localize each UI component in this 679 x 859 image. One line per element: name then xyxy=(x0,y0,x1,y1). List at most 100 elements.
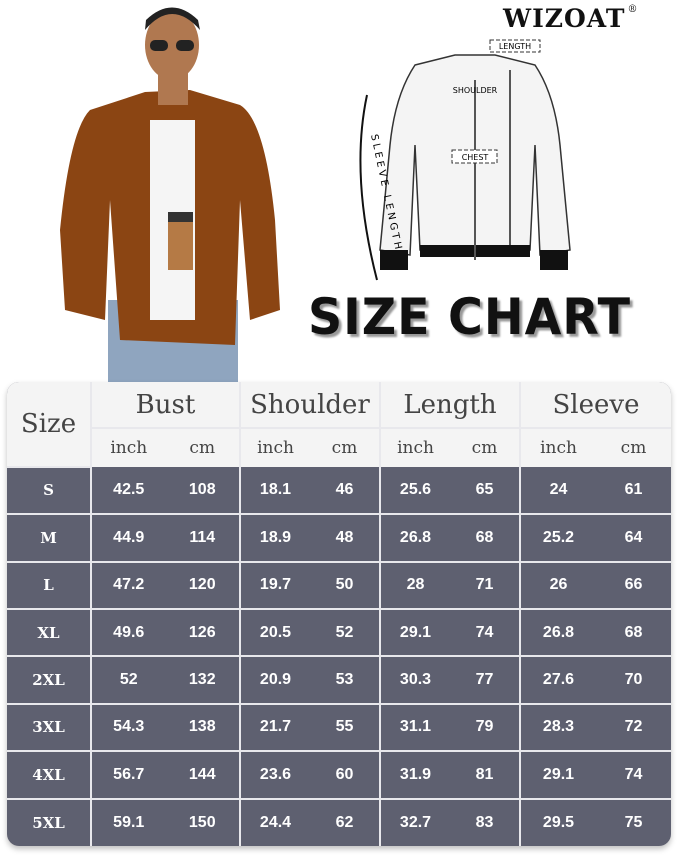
cm-value: 138 xyxy=(188,718,216,736)
measure-cell: 18.9 48 xyxy=(239,513,381,563)
cm-value: 65 xyxy=(475,480,494,498)
measure-cell: 32.7 83 xyxy=(379,797,521,846)
measure-cell: 49.6 126 xyxy=(90,607,241,658)
inch-value: 24 xyxy=(549,480,568,498)
inch-value: 26.8 xyxy=(399,528,432,546)
cm-value: 114 xyxy=(189,528,216,546)
inch-value: 31.9 xyxy=(399,765,432,783)
inch-value: 27.6 xyxy=(542,671,575,689)
table-row: 3XL 54.3 138 21.7 55 31.1 79 28.3 72 xyxy=(7,702,671,753)
measure-cell: 59.1 150 xyxy=(90,797,241,846)
unit-header: inch cm xyxy=(379,427,521,467)
inch-value: 25.2 xyxy=(542,528,575,546)
inch-value: 18.9 xyxy=(259,528,292,546)
cm-value: 53 xyxy=(335,671,354,689)
table-row: M 44.9 114 18.9 48 26.8 68 25.2 64 xyxy=(7,513,671,563)
cm-value: 71 xyxy=(475,576,494,594)
inch-value: 29.5 xyxy=(542,813,575,831)
measure-cell: 26.8 68 xyxy=(379,513,521,563)
unit-cm: cm xyxy=(331,438,358,459)
inch-value: 29.1 xyxy=(399,623,432,641)
measure-cell: 44.9 114 xyxy=(90,513,241,563)
cm-value: 68 xyxy=(475,528,494,546)
measure-cell: 56.7 144 xyxy=(90,750,241,800)
unit-header: inch cm xyxy=(239,427,381,467)
inch-value: 23.6 xyxy=(259,765,292,783)
measure-cell: 26 66 xyxy=(519,560,671,610)
cm-value: 74 xyxy=(624,765,643,783)
size-cell: 5XL xyxy=(7,797,92,846)
table-row: L 47.2 120 19.7 50 28 71 26 66 xyxy=(7,560,671,610)
inch-value: 26 xyxy=(549,576,568,594)
measure-cell: 28.3 72 xyxy=(519,702,671,753)
measure-cell: 29.1 74 xyxy=(519,750,671,800)
measure-cell: 25.2 64 xyxy=(519,513,671,563)
cm-value: 81 xyxy=(475,765,494,783)
cm-value: 75 xyxy=(624,813,643,831)
unit-inch: inch xyxy=(540,438,577,459)
inch-value: 52 xyxy=(119,671,138,689)
table-row: 5XL 59.1 150 24.4 62 32.7 83 29.5 75 xyxy=(7,797,671,846)
inch-value: 44.9 xyxy=(113,528,145,546)
size-cell: M xyxy=(7,513,92,563)
page-title: SIZE CHART xyxy=(308,288,632,346)
size-cell: XL xyxy=(7,607,92,658)
model-photo xyxy=(60,7,280,382)
measure-cell: 31.9 81 xyxy=(379,750,521,800)
measure-cell: 21.7 55 xyxy=(239,702,381,753)
inch-value: 49.6 xyxy=(113,623,145,641)
chest-label: CHEST xyxy=(462,153,489,162)
size-cell: L xyxy=(7,560,92,610)
cm-value: 68 xyxy=(624,623,643,641)
length-header: Length xyxy=(379,382,521,430)
measure-cell: 28 71 xyxy=(379,560,521,610)
cm-value: 132 xyxy=(188,671,216,689)
measure-cell: 25.6 65 xyxy=(379,466,521,516)
measure-cell: 29.1 74 xyxy=(379,607,521,658)
size-cell: 4XL xyxy=(7,750,92,800)
cm-value: 77 xyxy=(475,671,494,689)
inch-value: 19.7 xyxy=(259,576,292,594)
inch-value: 28.3 xyxy=(542,718,575,736)
measure-cell: 26.8 68 xyxy=(519,607,671,658)
cm-value: 66 xyxy=(624,576,643,594)
table-row: XL 49.6 126 20.5 52 29.1 74 26.8 68 xyxy=(7,607,671,658)
length-label: LENGTH xyxy=(499,42,531,51)
cm-value: 150 xyxy=(188,813,216,831)
inch-value: 47.2 xyxy=(113,576,145,594)
cm-value: 52 xyxy=(335,623,354,641)
unit-inch: inch xyxy=(397,438,434,459)
cm-value: 74 xyxy=(475,623,494,641)
size-cell: 3XL xyxy=(7,702,92,753)
cm-value: 120 xyxy=(188,576,216,594)
cm-value: 48 xyxy=(335,528,354,546)
size-cell: S xyxy=(7,466,92,516)
cm-value: 79 xyxy=(475,718,494,736)
measure-cell: 23.6 60 xyxy=(239,750,381,800)
size-header: Size xyxy=(7,382,92,468)
unit-header: inch cm xyxy=(91,427,241,467)
measure-cell: 47.2 120 xyxy=(90,560,241,610)
cm-value: 60 xyxy=(335,765,354,783)
measure-cell: 27.6 70 xyxy=(519,655,671,705)
inch-value: 42.5 xyxy=(113,480,145,498)
cm-value: 70 xyxy=(624,671,643,689)
inch-value: 24.4 xyxy=(259,813,292,831)
unit-header: inch cm xyxy=(519,427,671,467)
inch-value: 18.1 xyxy=(259,480,292,498)
cm-value: 62 xyxy=(335,813,354,831)
table-row: 2XL 52 132 20.9 53 30.3 77 27.6 70 xyxy=(7,655,671,705)
unit-cm: cm xyxy=(620,438,647,459)
measure-cell: 24 61 xyxy=(519,466,671,516)
measure-cell: 52 132 xyxy=(90,655,241,705)
cm-value: 83 xyxy=(475,813,494,831)
measure-cell: 54.3 138 xyxy=(90,702,241,753)
cm-value: 46 xyxy=(335,480,354,498)
inch-value: 30.3 xyxy=(399,671,432,689)
inch-value: 26.8 xyxy=(542,623,575,641)
cm-value: 144 xyxy=(188,765,216,783)
shoulder-header: Shoulder xyxy=(239,382,381,430)
shoulder-label: SHOULDER xyxy=(453,86,498,95)
inch-value: 29.1 xyxy=(542,765,575,783)
cm-value: 50 xyxy=(335,576,354,594)
